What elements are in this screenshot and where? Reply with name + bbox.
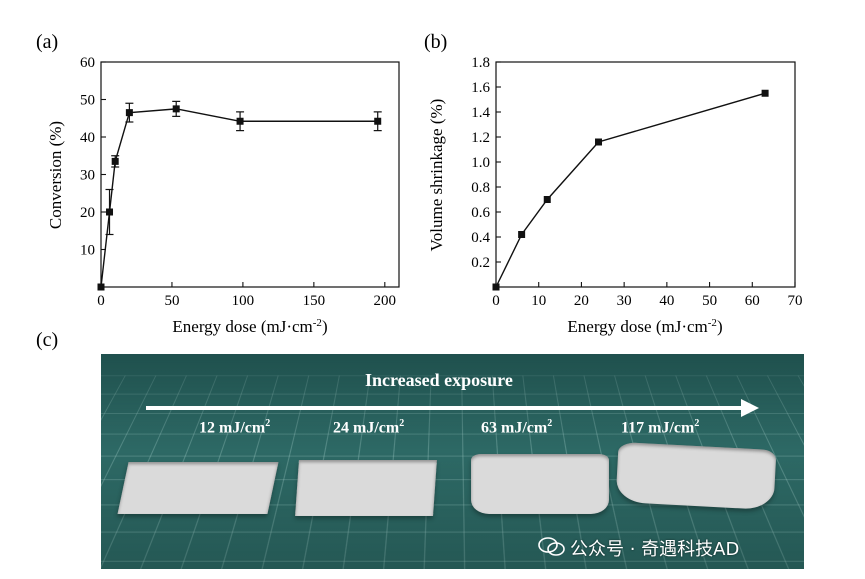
y-tick-label: 1.8 — [471, 55, 490, 71]
sample-12 — [117, 462, 279, 514]
x-tick-label: 50 — [164, 293, 179, 309]
y-tick-label: 1.4 — [471, 105, 490, 121]
dose-label-117: 117 mJ/cm2 — [621, 418, 700, 437]
panel-a-plot-frame — [100, 61, 400, 288]
x-tick-label: 30 — [617, 293, 632, 309]
y-tick-label: 1.0 — [471, 155, 490, 171]
y-tick-label: 10 — [80, 243, 95, 259]
panel-b-x-axis-label: Energy dose (mJ·cm-2) — [567, 317, 722, 336]
y-tick-label: 40 — [80, 130, 95, 146]
panel-b-y-axis-label: Volume shrinkage (%) — [427, 99, 446, 252]
x-tick-label: 50 — [702, 293, 717, 309]
data-point — [106, 208, 114, 216]
sample-117 — [615, 441, 777, 511]
y-tick-label: 1.6 — [471, 80, 490, 96]
exposure-arrow — [146, 406, 743, 410]
x-tick-label: 20 — [574, 293, 589, 309]
y-tick-label: 0.4 — [471, 230, 490, 246]
sample-24 — [295, 460, 437, 516]
exposure-arrow-head — [741, 399, 759, 417]
panel-c-label: (c) — [36, 329, 58, 351]
series-line — [495, 92, 766, 288]
dose-label-63: 63 mJ/cm2 — [481, 418, 553, 437]
panel-a-y-ticks: 10 20 30 40 50 60 — [80, 55, 106, 259]
panel-b-y-ticks: 0.2 0.4 0.6 0.8 1.0 1.2 1.4 1.6 1.8 — [471, 55, 501, 271]
data-point — [595, 138, 603, 146]
x-tick-label: 40 — [659, 293, 674, 309]
watermark-text: 公众号 · 奇遇科技AD — [570, 539, 740, 560]
x-tick-label: 10 — [531, 293, 546, 309]
sample-photo: Increased exposure 12 mJ/cm2 24 mJ/cm2 6… — [101, 354, 804, 569]
panel-b-chart: (b) 0 10 20 30 40 50 60 70 0.2 0.4 0.6 0.8 1.0 1.2 1.… — [424, 31, 803, 336]
series-line — [100, 108, 378, 288]
x-tick-label: 150 — [303, 293, 326, 309]
panel-a-label: (a) — [36, 31, 58, 53]
data-point — [111, 157, 119, 165]
y-tick-label: 50 — [80, 93, 95, 109]
y-tick-label: 20 — [80, 205, 95, 221]
data-point — [543, 196, 551, 203]
data-point — [518, 231, 526, 238]
x-tick-label: 60 — [745, 293, 760, 309]
data-point — [761, 89, 769, 97]
y-tick-label: 60 — [80, 55, 95, 71]
wechat-icon — [538, 537, 565, 556]
y-tick-label: 30 — [80, 168, 95, 184]
x-tick-label: 0 — [97, 293, 105, 309]
data-point — [125, 109, 133, 117]
panel-a-chart: (a) 0 50 100 150 200 10 20 30 40 50 60 Energy dos… — [36, 31, 400, 336]
panel-a-x-axis-label: Energy dose (mJ·cm-2) — [172, 317, 327, 336]
x-tick-label: 70 — [788, 293, 803, 309]
data-point — [492, 283, 500, 291]
sample-63 — [471, 454, 609, 514]
x-tick-label: 100 — [232, 293, 255, 309]
panel-a-y-axis-label: Conversion (%) — [46, 121, 65, 229]
data-point — [172, 105, 180, 113]
y-tick-label: 0.8 — [471, 180, 490, 196]
panel-b-x-ticks: 0 10 20 30 40 50 60 70 — [492, 282, 803, 309]
panel-b-label: (b) — [424, 31, 447, 53]
panel-b-plot-frame — [495, 61, 796, 288]
panel-a-marks — [97, 100, 382, 291]
y-tick-label: 0.2 — [471, 255, 490, 271]
data-point — [374, 117, 382, 125]
data-point — [97, 283, 105, 291]
exposure-title: Increased exposure — [365, 370, 513, 390]
x-tick-label: 0 — [492, 293, 500, 309]
dose-label-24: 24 mJ/cm2 — [333, 418, 405, 437]
panel-a-x-ticks: 0 50 100 150 200 — [97, 282, 396, 309]
data-point — [236, 117, 244, 125]
y-tick-label: 1.2 — [471, 130, 490, 146]
x-tick-label: 200 — [374, 293, 397, 309]
dose-label-12: 12 mJ/cm2 — [199, 418, 271, 437]
panel-b-marks — [492, 89, 769, 291]
y-tick-label: 0.6 — [471, 205, 490, 221]
